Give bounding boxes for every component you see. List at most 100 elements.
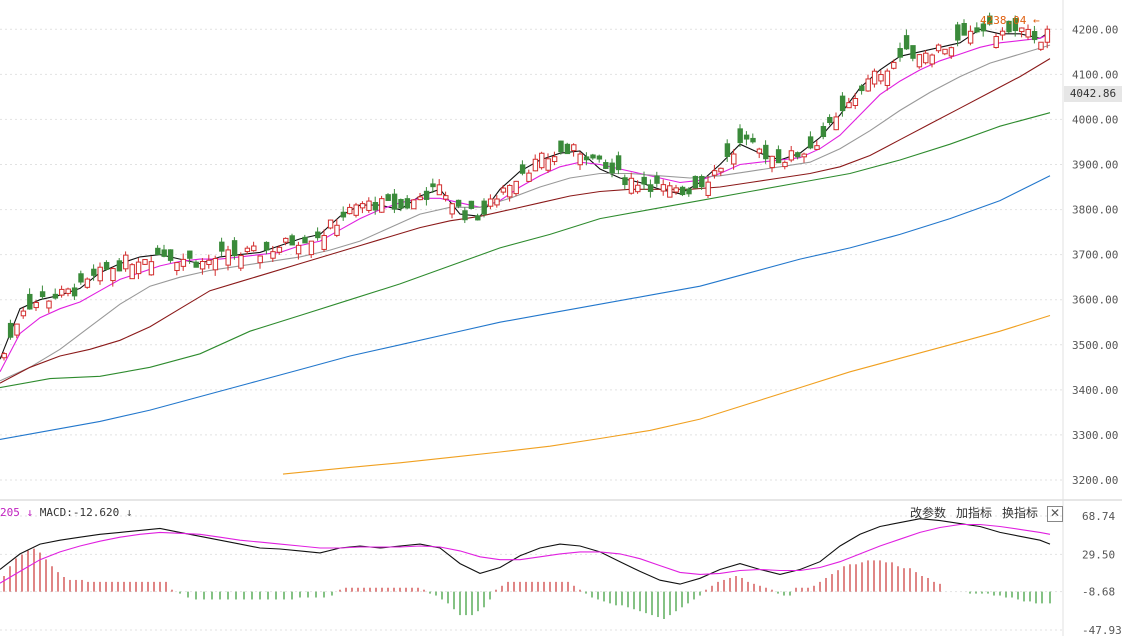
price-tick-10: 3200.00 <box>1072 474 1118 487</box>
candle-body-2 <box>14 323 20 336</box>
candle-body-13 <box>84 278 91 288</box>
candle-body-23 <box>148 261 155 276</box>
candle-body-138 <box>884 70 891 86</box>
macd-prefix: 205 <box>0 506 20 519</box>
candle-body-16 <box>103 261 110 270</box>
candle-body-133 <box>852 98 859 107</box>
candle-body-27 <box>174 262 180 272</box>
candle-body-63 <box>404 198 411 209</box>
candle-body-49 <box>315 231 321 239</box>
high-arrow-icon: ← <box>1032 14 1040 27</box>
candle-body-147 <box>942 48 948 55</box>
candle-body-14 <box>91 268 97 276</box>
down-arrow-icon: ↓ <box>26 506 34 519</box>
macd-axis: 68.74 29.50 -8.68 -47.93 <box>1082 510 1122 636</box>
candle-body-19 <box>123 254 129 270</box>
candle-body-123 <box>788 150 795 161</box>
ma-line-0 <box>0 28 1051 360</box>
candle-body-160 <box>1025 28 1031 38</box>
candle-body-97 <box>622 177 628 186</box>
candle-body-78 <box>500 187 507 193</box>
candle-body-0 <box>1 353 7 359</box>
price-tick-6: 3600.00 <box>1072 294 1118 307</box>
candle-body-39 <box>251 245 257 252</box>
candle-body-86 <box>551 156 558 163</box>
candle-body-139 <box>891 61 897 69</box>
candle-body-120 <box>769 155 775 169</box>
candle-body-56 <box>359 203 366 209</box>
candle-body-17 <box>110 268 116 282</box>
candle-body-10 <box>65 288 71 294</box>
candle-body-99 <box>635 184 641 193</box>
candle-body-35 <box>225 249 231 266</box>
macd-dea-line <box>0 523 1051 584</box>
candle-body-135 <box>865 78 871 92</box>
candle-body-51 <box>327 219 334 229</box>
candle-body-47 <box>302 236 308 244</box>
candle-body-98 <box>628 177 635 194</box>
candle-body-83 <box>532 158 539 172</box>
candle-body-37 <box>238 255 244 269</box>
candle-body-32 <box>206 259 212 266</box>
candle-body-61 <box>391 193 398 210</box>
candle-body-125 <box>801 153 807 158</box>
candle-body-25 <box>161 249 167 257</box>
candle-body-76 <box>487 198 494 207</box>
candle-body-158 <box>1012 18 1019 32</box>
candle-body-79 <box>507 184 513 198</box>
candle-body-60 <box>385 194 391 201</box>
candle-body-72 <box>462 210 468 221</box>
candle-body-20 <box>129 264 135 280</box>
candle-body-101 <box>647 184 654 192</box>
candle-body-150 <box>961 22 967 36</box>
ma-line-1 <box>0 33 1051 373</box>
candle-body-152 <box>974 27 980 33</box>
candle-body-29 <box>187 250 193 259</box>
candle-body-124 <box>795 152 801 158</box>
candle-body-155 <box>993 36 999 49</box>
price-tick-3: 3900.00 <box>1072 158 1118 171</box>
candle-body-84 <box>539 152 545 169</box>
ma-line-4 <box>0 112 1051 389</box>
candle-body-18 <box>116 260 123 272</box>
candle-body-3 <box>20 310 27 317</box>
candle-body-102 <box>654 175 660 184</box>
macd-title: 205 ↓ MACD:-12.620 ↓ <box>0 506 132 519</box>
price-tick-5: 3700.00 <box>1072 249 1118 262</box>
candle-body-85 <box>545 158 551 171</box>
candle-body-9 <box>59 288 65 296</box>
candle-body-103 <box>660 184 667 192</box>
candle-body-117 <box>750 137 756 143</box>
candle-body-41 <box>263 241 270 251</box>
candle-body-161 <box>1031 30 1038 41</box>
candle-body-87 <box>558 140 564 153</box>
candle-body-12 <box>78 273 84 283</box>
price-tick-1: 4100.00 <box>1072 68 1118 81</box>
candle-body-110 <box>705 181 711 196</box>
indicator-toolbar: 改参数 加指标 换指标 <box>910 504 1048 521</box>
candle-body-113 <box>724 143 731 157</box>
candle-body-91 <box>583 156 590 161</box>
candle-body-132 <box>846 102 852 109</box>
candle-body-162 <box>1038 41 1044 50</box>
candle-body-142 <box>910 45 916 59</box>
macd-histogram <box>3 548 1051 620</box>
candle-body-73 <box>468 200 475 209</box>
candle-body-94 <box>603 162 609 169</box>
change-params-button[interactable]: 改参数 <box>910 506 947 520</box>
candle-body-46 <box>295 244 302 255</box>
ma-line-5 <box>0 175 1051 440</box>
candle-body-38 <box>244 247 251 253</box>
macd-value-label: MACD:-12.620 <box>39 506 120 519</box>
add-indicator-button[interactable]: 加指标 <box>956 506 993 520</box>
price-tick-8: 3400.00 <box>1072 384 1118 397</box>
switch-indicator-button[interactable]: 换指标 <box>1002 506 1039 520</box>
candle-body-81 <box>519 164 526 174</box>
candle-body-22 <box>142 259 148 265</box>
close-icon[interactable]: ✕ <box>1047 506 1063 522</box>
candle-body-64 <box>411 199 417 210</box>
candle-body-50 <box>321 235 327 250</box>
candle-body-151 <box>967 30 974 44</box>
candle-body-145 <box>929 54 935 65</box>
candle-body-100 <box>641 176 647 185</box>
